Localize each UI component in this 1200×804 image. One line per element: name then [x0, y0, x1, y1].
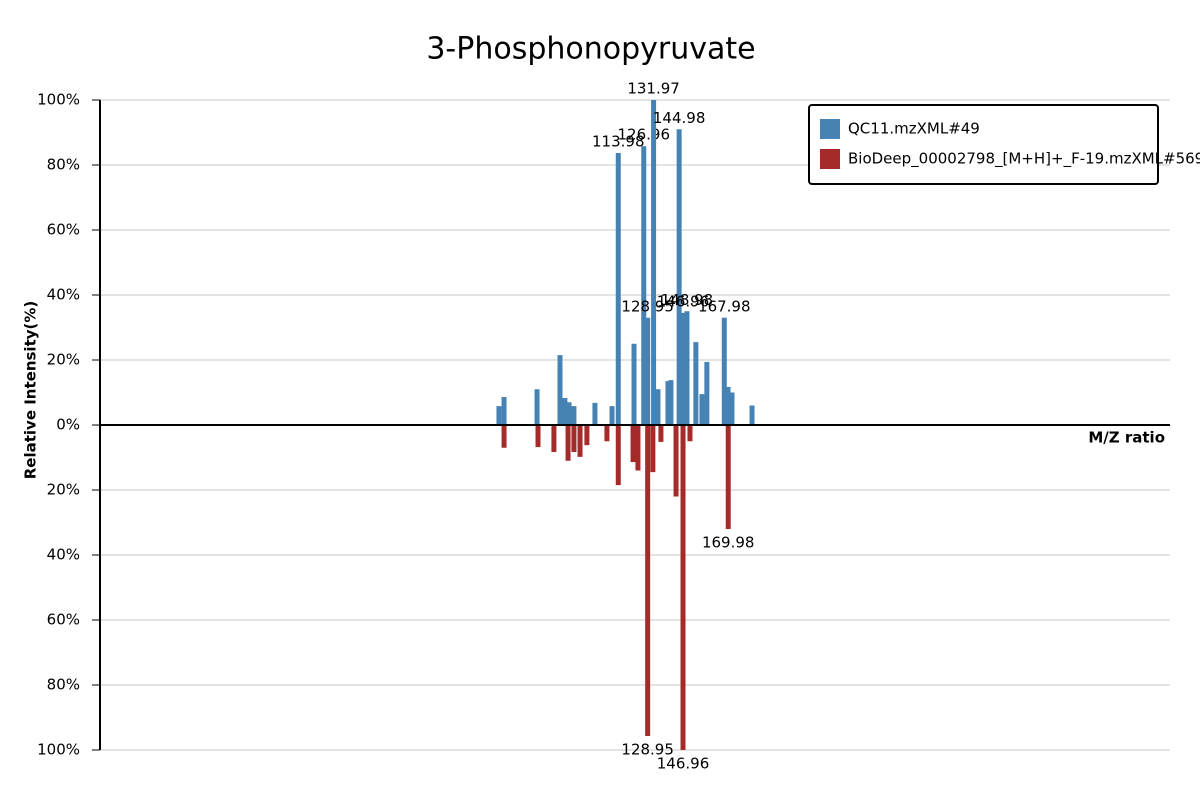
legend: QC11.mzXML#49 BioDeep_00002798_[M+H]+_F-1…	[808, 104, 1200, 185]
bar	[680, 425, 686, 750]
y-axis-label: Relative Intensity(%)	[22, 301, 40, 480]
bar	[557, 355, 563, 425]
bar	[725, 386, 731, 425]
bar	[665, 381, 671, 425]
y-tick-label: 100%	[37, 91, 80, 109]
bar	[658, 425, 664, 442]
bar	[615, 152, 621, 425]
peak-label: 146.96	[657, 292, 710, 310]
y-tick-label: 60%	[47, 221, 80, 239]
bar	[630, 425, 636, 463]
bar	[651, 100, 657, 425]
peak-label: 113.98	[592, 132, 645, 150]
y-tick-label: 80%	[47, 156, 80, 174]
x-axis-label: M/Z ratio	[1088, 429, 1165, 447]
bar	[749, 405, 755, 425]
bar	[535, 425, 541, 448]
bar	[592, 402, 598, 425]
bar	[729, 392, 735, 425]
y-tick-label: 40%	[47, 546, 80, 564]
bar	[631, 343, 637, 425]
bar	[704, 361, 710, 425]
legend-swatch	[820, 149, 840, 169]
peak-label: 128.95	[621, 297, 674, 315]
bar	[566, 402, 572, 425]
y-tick-label: 20%	[47, 481, 80, 499]
peak-label: 144.98	[653, 109, 706, 127]
peak-label: 128.95	[621, 741, 674, 759]
y-tick-label: 100%	[37, 741, 80, 759]
bar	[571, 425, 577, 452]
y-tick-label: 40%	[47, 286, 80, 304]
peak-label: 148.98	[661, 291, 714, 309]
bar	[645, 317, 651, 425]
bar	[645, 425, 651, 737]
bar	[680, 312, 686, 425]
bar	[693, 342, 699, 425]
bar	[650, 425, 656, 473]
bar	[615, 425, 621, 486]
bar	[501, 425, 507, 448]
bar	[673, 425, 679, 497]
peak-label: 131.97	[627, 80, 680, 98]
y-tick-label: 0%	[56, 416, 80, 434]
y-tick-label: 60%	[47, 611, 80, 629]
bar	[641, 146, 647, 425]
bar	[635, 425, 641, 471]
bar	[684, 311, 690, 425]
bar	[687, 425, 693, 442]
bar	[551, 425, 557, 452]
bar	[668, 380, 674, 425]
bar	[562, 398, 568, 425]
bar	[584, 425, 590, 446]
bar	[725, 425, 731, 529]
peak-label: 169.98	[702, 534, 755, 552]
peak-label: 126.96	[618, 126, 671, 144]
peak-label: 167.98	[698, 297, 751, 315]
bar	[496, 406, 502, 425]
chart-title: 3-Phosphonopyruvate	[426, 32, 755, 67]
bar	[501, 397, 507, 425]
bar	[609, 406, 615, 425]
bar	[604, 425, 610, 442]
legend-label: BioDeep_00002798_[M+H]+_F-19.mzXML#569	[848, 150, 1200, 169]
y-tick-label: 80%	[47, 676, 80, 694]
bar	[699, 394, 705, 425]
legend-box	[808, 104, 1159, 185]
legend-swatch	[820, 119, 840, 139]
peak-label: 146.96	[657, 755, 710, 773]
bar	[571, 406, 577, 425]
legend-label: QC11.mzXML#49	[848, 120, 980, 138]
bar	[676, 129, 682, 425]
bar	[577, 425, 583, 457]
bar	[534, 389, 540, 425]
y-tick-label: 20%	[47, 351, 80, 369]
bar	[655, 389, 661, 425]
bar	[721, 317, 727, 425]
bar	[565, 425, 571, 461]
